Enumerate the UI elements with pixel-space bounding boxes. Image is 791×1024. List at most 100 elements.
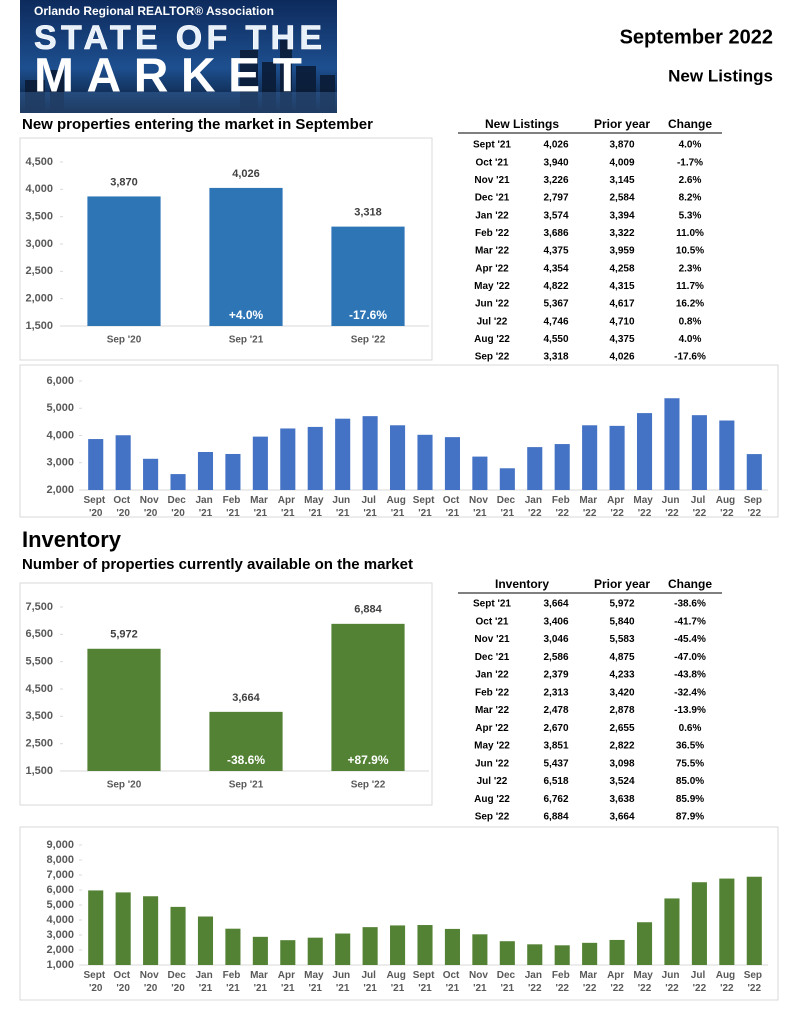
- table-cell: 2,478: [543, 705, 568, 716]
- x-tick-label: May '22: [633, 970, 655, 994]
- bar: [664, 898, 680, 965]
- table-cell: 3,318: [543, 352, 568, 363]
- x-tick-label: Feb '21: [223, 970, 244, 994]
- x-tick-label: Apr '21: [278, 495, 298, 519]
- value-label: 5,972: [110, 629, 138, 641]
- table-cell: -43.8%: [674, 670, 706, 681]
- x-tick-label: Nov '21: [469, 970, 491, 994]
- table-cell: 3,524: [609, 776, 634, 787]
- x-tick-label: Dec '20: [167, 495, 188, 519]
- bar: [719, 878, 735, 965]
- x-tick-label: Sep '20: [107, 335, 142, 346]
- x-tick-label: Sep '22: [744, 495, 765, 519]
- table-cell: 4,710: [609, 316, 634, 327]
- table-cell: Jul '22: [477, 316, 508, 327]
- x-tick-label: Sept '21: [413, 970, 437, 994]
- bar: [499, 941, 515, 965]
- table-cell: -41.7%: [674, 616, 706, 627]
- table-cell: Sept '21: [473, 140, 511, 151]
- table-header: New Listings: [485, 117, 559, 131]
- bar: [390, 925, 406, 965]
- table-cell: Nov '21: [474, 175, 510, 186]
- value-label: 3,318: [354, 207, 382, 219]
- table-cell: 4,026: [543, 140, 568, 151]
- y-tick-label: 1,500: [25, 320, 53, 332]
- bar: [444, 437, 460, 490]
- table-cell: 2,878: [609, 705, 634, 716]
- table-cell: 4,354: [543, 263, 568, 274]
- y-tick-label: 2,000: [46, 944, 74, 956]
- x-tick-label: Jan '21: [195, 495, 215, 519]
- table-cell: -45.4%: [674, 634, 706, 645]
- x-tick-label: Sept '20: [83, 970, 107, 994]
- table-cell: Dec '21: [475, 652, 510, 663]
- bar: [609, 425, 625, 490]
- y-tick-label: 3,500: [25, 710, 53, 722]
- table-cell: 4,009: [609, 157, 634, 168]
- x-tick-label: Sept '20: [83, 495, 107, 519]
- x-tick-label: Oct '21: [443, 495, 462, 519]
- bar: [280, 940, 296, 965]
- table-header: Inventory: [495, 577, 549, 591]
- table-cell: 4.0%: [679, 140, 702, 151]
- table-cell: 0.8%: [679, 316, 702, 327]
- y-tick-label: 6,000: [46, 884, 74, 896]
- change-label: -17.6%: [349, 308, 387, 322]
- table-cell: 5,972: [609, 599, 634, 610]
- x-tick-label: Oct '20: [113, 970, 132, 994]
- bar: [636, 922, 653, 965]
- table-cell: 3,664: [609, 812, 634, 823]
- bar: [331, 226, 405, 326]
- table-cell: Feb '22: [475, 687, 509, 698]
- x-tick-label: Aug '21: [386, 495, 408, 519]
- bar: [143, 896, 159, 965]
- value-label: 3,664: [232, 692, 260, 704]
- chart-frame: [19, 364, 779, 518]
- x-tick-label: Sept '21: [413, 495, 437, 519]
- chart-frame: [19, 826, 779, 1001]
- bar: [307, 937, 323, 965]
- x-tick-label: May '22: [633, 495, 655, 519]
- table-cell: Apr '22: [475, 723, 509, 734]
- table-cell: 6,884: [543, 812, 568, 823]
- table-cell: 2,670: [543, 723, 568, 734]
- table-cell: 3,664: [543, 599, 568, 610]
- y-tick-label: 8,000: [46, 854, 74, 866]
- y-tick-label: 5,000: [46, 402, 74, 414]
- table-cell: Jul '22: [477, 776, 508, 787]
- change-label: +87.9%: [347, 753, 388, 767]
- table-header: Change: [668, 117, 712, 131]
- bar: [472, 456, 488, 490]
- table-cell: 4,550: [543, 334, 568, 345]
- change-label: -38.6%: [227, 753, 265, 767]
- x-tick-label: Mar '21: [250, 495, 271, 519]
- bar: [252, 436, 268, 490]
- table-cell: 4,375: [543, 246, 568, 257]
- value-label: 4,026: [232, 168, 260, 180]
- table-cell: May '22: [474, 281, 510, 292]
- table-cell: 85.0%: [676, 776, 704, 787]
- bar: [307, 426, 323, 490]
- bar: [527, 944, 543, 965]
- table-cell: 5.3%: [679, 210, 702, 221]
- table-cell: 2,313: [543, 687, 568, 698]
- x-tick-label: Jan '22: [525, 970, 545, 994]
- bar: [197, 452, 214, 490]
- bar: [444, 928, 460, 965]
- logo: Orlando Regional REALTOR® Association ST…: [20, 0, 337, 113]
- table-cell: 3,420: [609, 687, 634, 698]
- x-tick-label: Dec '20: [167, 970, 188, 994]
- x-tick-label: Sep '20: [107, 780, 142, 791]
- table-cell: Nov '21: [474, 634, 510, 645]
- x-tick-label: Feb '22: [552, 495, 573, 519]
- table-cell: 2.6%: [679, 175, 702, 186]
- section-title: New Listings: [668, 66, 773, 85]
- bar: [390, 425, 406, 490]
- y-tick-label: 4,500: [25, 156, 53, 168]
- x-tick-label: May '21: [304, 495, 326, 519]
- bar: [88, 890, 104, 965]
- association-name: Orlando Regional REALTOR® Association: [34, 4, 274, 18]
- table-cell: 4,822: [543, 281, 568, 292]
- x-tick-label: Jul '22: [691, 495, 708, 519]
